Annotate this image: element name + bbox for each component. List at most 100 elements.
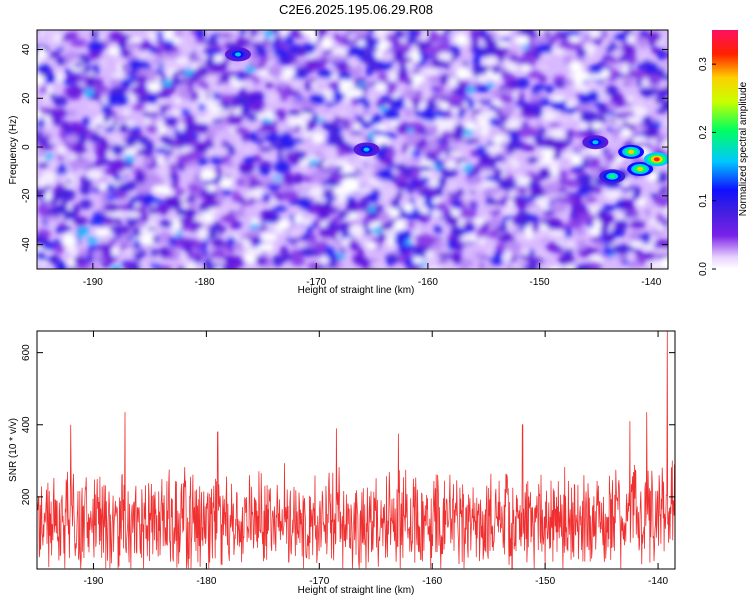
heat-texture-blob — [591, 158, 598, 166]
heat-texture-blob — [615, 198, 623, 210]
heat-texture-blob — [106, 93, 118, 106]
heat-texture-blob — [294, 172, 303, 185]
heat-texture-blob — [288, 109, 302, 116]
heat-texture-blob — [99, 137, 108, 150]
heat-texture-blob — [629, 241, 644, 247]
heat-texture-blob — [502, 231, 510, 243]
heat-texture-blob — [603, 189, 622, 201]
heat-hotspot — [599, 169, 626, 184]
heat-texture-blob — [233, 212, 246, 218]
heat-texture-blob — [362, 216, 374, 225]
heat-texture-blob — [118, 49, 131, 58]
heat-texture-blob — [468, 176, 478, 185]
heat-texture-blob — [387, 236, 394, 248]
heat-texture-blob — [280, 75, 292, 82]
heat-texture-blob — [435, 42, 451, 51]
heat-texture-blob — [395, 56, 414, 63]
heat-texture-blob — [222, 262, 239, 269]
x-tick-label: -150 — [530, 277, 550, 288]
heat-texture-blob — [327, 151, 336, 160]
heat-texture-blob — [331, 227, 338, 236]
heat-texture-blob — [649, 193, 660, 199]
heat-texture-blob — [37, 47, 47, 60]
heat-texture-blob — [429, 73, 441, 85]
heat-texture-blob — [156, 36, 165, 49]
heat-texture-blob — [295, 241, 308, 249]
heat-texture-blob — [204, 74, 220, 84]
heat-texture-blob — [320, 221, 328, 228]
heat-texture-blob — [432, 165, 443, 169]
heat-texture-blob — [557, 42, 574, 50]
heat-texture-blob — [262, 118, 272, 123]
heat-texture-blob — [110, 265, 122, 269]
heat-texture-blob — [463, 221, 476, 227]
heat-texture-blob — [467, 199, 475, 208]
heat-texture-blob — [309, 32, 319, 44]
heat-texture-blob — [480, 167, 495, 173]
heat-texture-blob — [440, 118, 458, 130]
heat-texture-blob — [179, 238, 195, 246]
heat-texture-blob — [559, 196, 575, 203]
heat-texture-blob — [502, 208, 515, 214]
heat-texture-blob — [584, 197, 597, 203]
x-tick-label: -180 — [195, 277, 215, 288]
heat-texture-blob — [294, 214, 304, 225]
heat-texture-blob — [178, 82, 188, 94]
heat-texture-blob — [41, 30, 58, 38]
heat-texture-blob — [308, 232, 317, 245]
heat-texture-blob — [178, 121, 185, 132]
heat-texture-blob — [568, 36, 580, 43]
heat-texture-blob — [277, 218, 291, 230]
spectrogram-y-ticks: -40 -20 0 20 40 — [21, 44, 668, 252]
heat-texture-blob — [403, 202, 414, 213]
heat-texture-blob — [149, 44, 156, 55]
heat-hotspot — [643, 152, 668, 167]
heat-texture-blob — [570, 155, 583, 166]
heat-texture-blob — [574, 83, 587, 91]
heat-texture-blob — [48, 138, 62, 145]
heat-texture-blob — [222, 72, 232, 79]
heat-texture-blob — [568, 180, 580, 188]
heat-texture-blob — [405, 38, 419, 45]
heat-texture-blob — [230, 202, 242, 211]
heat-texture-blob — [94, 227, 111, 237]
heat-texture-blob — [613, 112, 629, 119]
heat-texture-blob — [169, 218, 182, 231]
heat-texture-blob — [404, 99, 412, 108]
heat-texture-blob — [284, 68, 296, 78]
heat-texture-blob — [174, 97, 182, 104]
heat-texture-blob — [84, 142, 95, 148]
heat-texture-blob — [398, 245, 409, 254]
heat-texture-blob — [412, 73, 425, 85]
heat-texture-blob — [520, 195, 537, 202]
heat-texture-blob — [512, 194, 523, 207]
heat-texture-blob — [661, 99, 668, 111]
heat-texture-blob — [91, 30, 100, 40]
heat-texture-blob — [433, 225, 443, 234]
heat-texture-blob — [515, 232, 529, 242]
heat-texture-blob — [529, 109, 537, 118]
colorbar-tick-label: 0.3 — [698, 57, 709, 71]
spectrogram-heat — [37, 30, 668, 269]
heat-texture-blob — [62, 235, 78, 248]
heat-texture-blob — [129, 73, 136, 80]
colorbar-gradient — [712, 30, 738, 269]
heat-texture-blob — [601, 239, 608, 245]
heat-texture-blob — [537, 126, 546, 137]
heat-texture-blob — [542, 109, 555, 122]
heat-texture-blob — [103, 110, 111, 123]
heat-texture-blob — [606, 154, 617, 162]
heat-texture-blob — [447, 180, 458, 193]
heat-texture-blob — [472, 55, 481, 67]
heat-texture-blob — [535, 43, 553, 54]
heat-texture-blob — [466, 85, 475, 94]
heat-texture-blob — [426, 138, 439, 152]
heat-texture-blob — [370, 261, 385, 269]
heat-texture-blob — [300, 232, 312, 240]
x-tick-label: -170 — [309, 576, 329, 587]
heat-texture-blob — [548, 266, 562, 269]
heat-texture-blob — [648, 218, 656, 228]
heat-texture-blob — [57, 154, 64, 161]
heat-hotspot — [618, 144, 645, 159]
